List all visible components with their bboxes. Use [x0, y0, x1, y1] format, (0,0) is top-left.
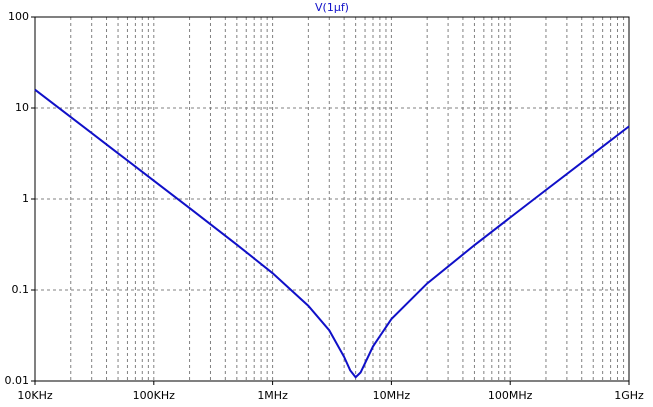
y-tick-label: 0.1 [12, 283, 30, 296]
x-tick-label: 1MHz [257, 389, 288, 402]
chart-title: V(1µf) [315, 1, 349, 14]
x-tick-label: 100MHz [488, 389, 533, 402]
y-tick-label: 0.01 [5, 374, 30, 387]
x-tick-label: 10MHz [373, 389, 411, 402]
x-tick-label: 10KHz [17, 389, 52, 402]
x-tick-label: 1GHz [614, 389, 644, 402]
data-line [34, 88, 630, 379]
y-tick-label: 100 [8, 10, 29, 23]
x-tick-label: 100KHz [133, 389, 175, 402]
y-tick-label: 1 [22, 192, 29, 205]
plot-frame [34, 16, 630, 382]
y-tick-label: 10 [15, 101, 29, 114]
